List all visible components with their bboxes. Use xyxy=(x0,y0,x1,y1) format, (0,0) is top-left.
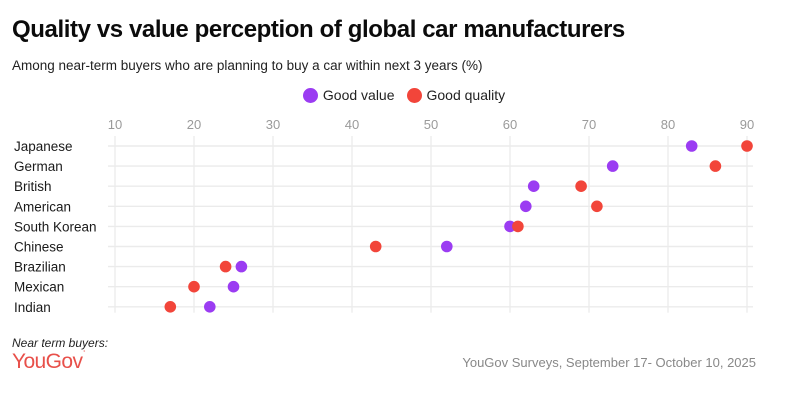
category-label: American xyxy=(14,199,71,214)
dot-good-value xyxy=(441,240,453,253)
category-label: German xyxy=(14,159,63,174)
legend-item-good-quality: Good quality xyxy=(406,87,506,103)
x-tick-label: 70 xyxy=(582,117,596,132)
dot-good-quality xyxy=(219,260,232,273)
legend-label-good-quality: Good quality xyxy=(426,87,506,103)
category-label: Japanese xyxy=(14,139,73,154)
chart-title: Quality vs value perception of global ca… xyxy=(12,16,625,43)
dot-good-quality xyxy=(188,280,200,293)
chart-subtitle: Among near-term buyers who are planning … xyxy=(12,58,483,73)
category-label: Indian xyxy=(14,300,51,315)
logo-text: YouGov xyxy=(12,350,83,373)
dot-good-quality xyxy=(591,200,603,213)
category-label: British xyxy=(14,179,52,194)
dot-good-quality xyxy=(369,240,382,253)
dot-good-value xyxy=(235,260,248,273)
category-label: Chinese xyxy=(14,240,64,255)
legend: Good value Good quality xyxy=(0,87,800,103)
category-label: Mexican xyxy=(14,280,64,295)
legend-swatch-good-value xyxy=(302,87,318,103)
category-labels: Japanese German British American South Korea… xyxy=(14,139,97,315)
legend-swatch-good-quality xyxy=(406,87,422,103)
footnote: Near term buyers: xyxy=(12,336,109,350)
category-label: South Korean xyxy=(14,219,97,234)
dot-good-quality xyxy=(164,301,177,313)
category-label: Brazilian xyxy=(14,260,66,275)
dot-good-quality xyxy=(575,180,587,192)
x-tick-label: 90 xyxy=(740,117,754,132)
dot-good-quality xyxy=(741,140,753,152)
logo-mark: ° xyxy=(83,350,85,356)
legend-label-good-value: Good value xyxy=(322,87,395,103)
x-tick-label: 40 xyxy=(345,117,359,132)
x-tick-label: 60 xyxy=(503,117,517,132)
dot-good-value xyxy=(520,200,532,213)
dot-good-value xyxy=(227,280,240,293)
dot-plot: 10 20 30 40 50 60 70 80 90 Japanese German British… xyxy=(14,117,754,315)
yougov-logo: YouGov° xyxy=(12,350,86,374)
legend-item-good-value: Good value xyxy=(302,87,395,103)
data-points xyxy=(164,140,753,313)
dot-good-value xyxy=(606,160,619,172)
x-tick-label: 80 xyxy=(661,117,675,132)
x-tick-label: 20 xyxy=(187,117,201,132)
dot-good-value xyxy=(685,140,698,152)
dot-good-quality xyxy=(709,160,722,172)
row-lines xyxy=(108,145,753,308)
dot-good-value xyxy=(204,301,216,313)
x-tick-label: 10 xyxy=(108,117,122,132)
x-tick-labels: 10 20 30 40 50 60 70 80 90 xyxy=(108,117,754,132)
x-tick-label: 50 xyxy=(424,117,438,132)
dot-good-value xyxy=(527,180,540,192)
x-tick-label: 30 xyxy=(266,117,280,132)
source-note: YouGov Surveys, September 17- October 10… xyxy=(462,355,756,370)
dot-good-quality xyxy=(512,220,524,233)
